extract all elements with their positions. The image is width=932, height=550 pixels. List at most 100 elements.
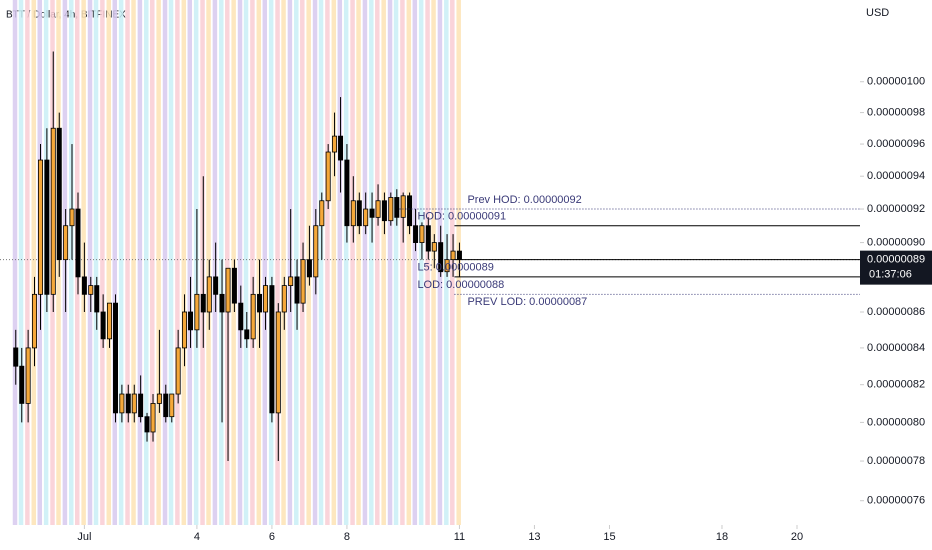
candle-body bbox=[363, 208, 369, 227]
background-stripe bbox=[106, 0, 112, 525]
candle-body bbox=[25, 347, 31, 404]
candle-body bbox=[94, 285, 100, 313]
candle-body bbox=[388, 197, 394, 222]
background-stripe bbox=[168, 0, 174, 525]
background-stripe bbox=[337, 0, 343, 525]
x-tick-label: 18 bbox=[716, 531, 728, 543]
candle-body bbox=[107, 302, 113, 340]
background-stripe bbox=[150, 0, 155, 525]
x-tick-label: Jul bbox=[77, 531, 91, 543]
candle-body bbox=[44, 159, 50, 295]
background-stripe bbox=[375, 0, 380, 525]
countdown: 01:37:06 bbox=[869, 269, 912, 281]
background-stripe bbox=[406, 0, 412, 525]
background-stripe bbox=[225, 0, 230, 525]
candle-body bbox=[313, 225, 319, 278]
candle-body bbox=[332, 135, 338, 153]
background-stripe bbox=[219, 0, 224, 525]
candle-body bbox=[288, 276, 294, 286]
candle-body bbox=[281, 285, 287, 313]
candle-body bbox=[263, 285, 269, 313]
candle-body bbox=[19, 365, 25, 404]
level-label: L5: 0.00000089 bbox=[417, 262, 493, 274]
background-stripe bbox=[450, 0, 455, 525]
background-stripe bbox=[281, 0, 286, 525]
candle-body bbox=[425, 225, 431, 252]
background-stripe bbox=[56, 0, 61, 525]
background-stripe bbox=[118, 0, 124, 525]
candle-body bbox=[38, 159, 44, 295]
candle-body bbox=[56, 127, 62, 261]
background-stripe bbox=[256, 0, 262, 525]
candle-body bbox=[407, 195, 413, 227]
candle-body bbox=[182, 311, 188, 349]
background-stripe bbox=[18, 0, 24, 525]
candle-body bbox=[13, 347, 19, 367]
background-stripe bbox=[181, 0, 187, 525]
candle-body bbox=[113, 302, 119, 414]
candle-body bbox=[119, 393, 125, 414]
background-stripe bbox=[93, 0, 99, 525]
y-tick-label: 0.00000094 bbox=[867, 170, 925, 182]
background-stripe bbox=[250, 0, 255, 525]
background-stripe bbox=[425, 0, 430, 525]
background-stripe bbox=[400, 0, 405, 525]
candle-body bbox=[206, 276, 212, 313]
candle-body bbox=[163, 393, 169, 418]
candle-body bbox=[413, 225, 419, 243]
background-stripe bbox=[418, 0, 424, 525]
x-tick-label: 11 bbox=[454, 531, 465, 543]
background-stripe bbox=[200, 0, 205, 525]
candle-body bbox=[175, 347, 181, 395]
candle-body bbox=[350, 200, 356, 227]
candle-body bbox=[188, 311, 194, 331]
candle-body bbox=[356, 200, 362, 227]
candle-body bbox=[431, 242, 437, 252]
candle-body bbox=[150, 403, 156, 433]
background-stripe bbox=[343, 0, 349, 525]
candle-body bbox=[381, 200, 387, 222]
background-stripe bbox=[331, 0, 337, 525]
background-stripe bbox=[212, 0, 218, 525]
background-stripe bbox=[87, 0, 93, 525]
background-stripe bbox=[262, 0, 268, 525]
background-stripe bbox=[369, 0, 374, 525]
candle-body bbox=[300, 259, 306, 304]
background-stripe bbox=[31, 0, 37, 525]
candle-body bbox=[81, 276, 87, 295]
candle-body bbox=[88, 285, 94, 295]
candle-body bbox=[213, 276, 219, 295]
level-label: Prev HOD: 0.00000092 bbox=[467, 194, 581, 206]
candle-body bbox=[338, 135, 344, 161]
background-stripe bbox=[287, 0, 293, 525]
background-stripe bbox=[325, 0, 330, 525]
x-tick-label: 13 bbox=[528, 531, 540, 543]
background-stripe bbox=[294, 0, 299, 525]
candle-body bbox=[50, 127, 56, 295]
x-tick-label: 6 bbox=[269, 531, 275, 543]
background-stripe bbox=[362, 0, 368, 525]
background-stripe bbox=[243, 0, 249, 525]
y-tick-label: 0.00000092 bbox=[867, 203, 925, 215]
y-tick-label: 0.00000082 bbox=[867, 379, 925, 391]
background-stripe bbox=[12, 0, 18, 525]
background-stripe bbox=[268, 0, 274, 525]
candle-body bbox=[156, 393, 162, 404]
candle-body bbox=[369, 208, 375, 218]
plot-area bbox=[12, 0, 461, 525]
y-tick-label: 0.00000084 bbox=[867, 342, 925, 354]
background-stripe bbox=[393, 0, 399, 525]
price-tag bbox=[860, 250, 932, 285]
background-stripe bbox=[350, 0, 355, 525]
candle-body bbox=[294, 276, 300, 304]
background-stripe bbox=[237, 0, 243, 525]
background-stripe bbox=[412, 0, 418, 525]
background-stripe bbox=[69, 0, 74, 525]
candle-body bbox=[169, 393, 175, 418]
background-stripe bbox=[156, 0, 161, 525]
candle-body bbox=[225, 267, 231, 313]
background-stripe bbox=[381, 0, 386, 525]
candle-body bbox=[219, 293, 225, 313]
level-label: PREV LOD: 0.00000087 bbox=[467, 296, 587, 308]
level-label: LOD: 0.00000088 bbox=[417, 279, 504, 291]
